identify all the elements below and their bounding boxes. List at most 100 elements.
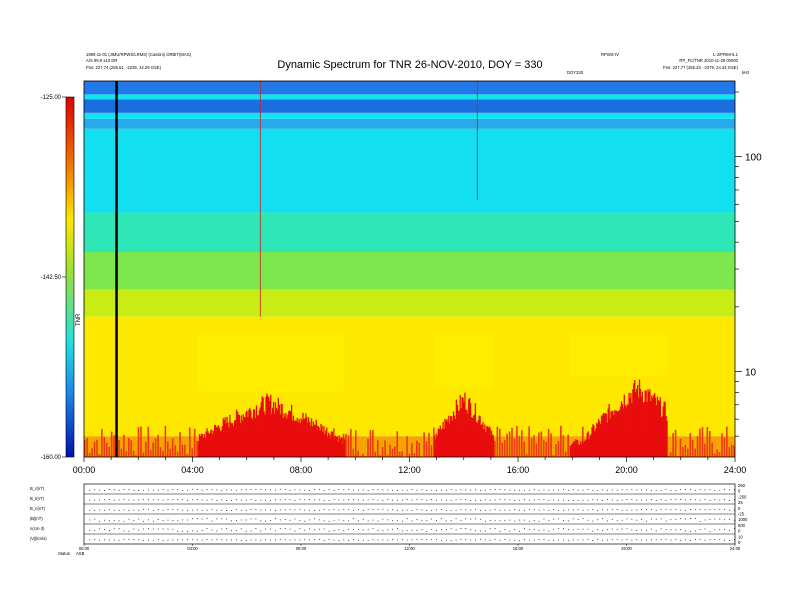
spectrum-texture xyxy=(540,431,543,457)
lower-panel-point xyxy=(392,509,394,511)
lower-panel-point xyxy=(489,539,491,541)
lower-panel-point xyxy=(279,499,281,501)
spectrum-texture xyxy=(547,428,550,457)
burst-spike xyxy=(307,422,309,457)
burst-spike xyxy=(247,416,249,457)
lower-panel-right-label: 0 xyxy=(738,506,741,511)
lower-panel-point xyxy=(187,500,188,501)
lower-panel-point xyxy=(709,509,711,511)
lower-panel-point xyxy=(504,528,506,530)
lower-panel-point xyxy=(416,530,418,531)
lower-panel-point xyxy=(226,500,228,501)
spectrum-texture xyxy=(127,438,130,457)
lower-panel-point xyxy=(704,519,706,521)
lower-panel-point xyxy=(445,490,447,491)
lower-panel-point xyxy=(626,528,628,530)
lower-panel-point xyxy=(172,498,174,500)
burst-spike xyxy=(597,423,599,457)
lower-panel-point xyxy=(538,539,540,540)
burst-spike xyxy=(600,415,603,457)
burst-spike xyxy=(255,405,258,457)
lower-panel-point xyxy=(436,530,437,531)
lower-panel-point xyxy=(245,489,247,491)
burst-spike xyxy=(587,431,589,457)
lower-panel-point xyxy=(436,499,437,501)
lower-panel-point xyxy=(265,509,267,511)
lower-panel-point xyxy=(567,539,569,541)
spectrum-texture xyxy=(562,435,565,457)
spectrum-texture xyxy=(689,433,692,457)
lower-panel-point xyxy=(699,538,701,540)
spectrum-texture xyxy=(704,443,706,457)
burst-spike xyxy=(639,388,642,457)
lower-panel-point xyxy=(504,489,506,491)
lower-panel-point xyxy=(523,519,525,521)
lower-panel-point xyxy=(211,520,213,522)
spectrum-texture xyxy=(677,455,679,457)
burst-halo xyxy=(569,332,668,377)
lower-panel-point xyxy=(509,530,511,532)
lower-panel-point xyxy=(480,538,481,540)
lower-panel-point xyxy=(338,509,340,511)
spectrum-texture xyxy=(496,426,499,457)
burst-spike xyxy=(332,436,335,457)
lower-panel-point xyxy=(406,530,408,531)
lower-panel-point xyxy=(616,500,618,501)
lower-panel-point xyxy=(709,530,711,532)
spectrum-texture xyxy=(520,430,523,457)
burst-spike xyxy=(471,417,474,457)
burst-spike xyxy=(434,439,437,457)
burst-spike xyxy=(251,417,253,457)
spectrum-texture xyxy=(105,442,108,457)
lower-panel-point xyxy=(440,540,442,541)
lower-panel-point xyxy=(675,490,677,491)
lower-panel-point xyxy=(729,509,730,511)
burst-spike xyxy=(660,417,662,457)
burst-spike xyxy=(254,418,257,457)
header-center-small: DOY330 xyxy=(567,70,584,75)
lower-panel-point xyxy=(548,530,550,532)
lower-panel-point xyxy=(460,538,462,540)
burst-spike xyxy=(482,422,484,457)
colorbar-tick-label: -142.50 xyxy=(41,275,62,281)
burst-spike xyxy=(666,420,668,457)
lower-panel-point xyxy=(689,488,691,490)
burst-spike xyxy=(344,439,346,457)
lower-panel-point xyxy=(470,500,472,501)
lower-panel-point xyxy=(436,509,437,511)
burst-spike xyxy=(286,418,288,457)
burst-spike xyxy=(455,399,458,457)
lower-panel-point xyxy=(499,530,501,532)
lower-panel-point xyxy=(167,539,169,541)
lower-panel-point xyxy=(426,499,428,501)
lower-panel-point xyxy=(450,509,452,511)
lower-panel-point xyxy=(304,529,306,531)
lower-panel-point xyxy=(538,529,540,531)
lower-panel-point xyxy=(436,539,437,540)
burst-spike xyxy=(211,429,213,457)
burst-spike xyxy=(437,428,440,457)
spectrum-texture xyxy=(508,431,511,457)
burst-spike xyxy=(640,396,643,457)
lower-panel-point xyxy=(382,500,384,501)
lower-panel-point xyxy=(646,509,647,511)
lower-panel-point xyxy=(660,509,662,511)
spectrum-texture xyxy=(530,438,533,457)
lower-panel-point xyxy=(104,499,105,501)
lower-panel-point xyxy=(465,509,467,511)
lower-panel-point xyxy=(543,509,545,511)
burst-spike xyxy=(646,402,648,457)
lower-panel-point xyxy=(631,498,633,500)
lower-panel-point xyxy=(265,528,267,530)
lower-panel-point xyxy=(274,539,276,541)
lower-panel-point xyxy=(480,499,481,501)
lower-panel-point xyxy=(113,520,115,522)
burst-spike xyxy=(618,409,621,457)
burst-spike xyxy=(445,420,447,457)
lower-panel-point xyxy=(343,489,345,491)
lower-panel-point xyxy=(563,520,564,521)
spectrogram xyxy=(84,81,735,457)
lower-panel-point xyxy=(206,518,208,520)
lower-panel-point xyxy=(138,509,140,511)
lower-panel-point xyxy=(309,519,311,521)
